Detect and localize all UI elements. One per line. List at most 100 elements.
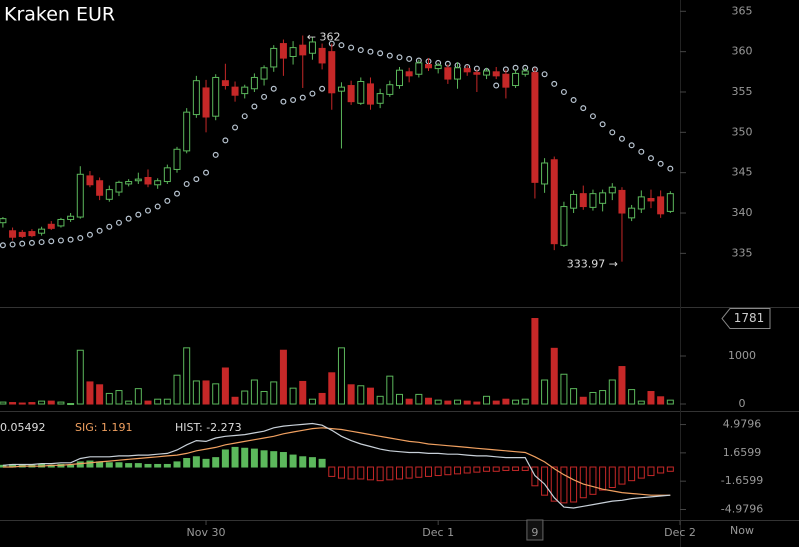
candle-body [260, 67, 268, 80]
hist-bar [115, 462, 123, 468]
volume-bar [357, 385, 365, 405]
sar-dot [367, 48, 374, 55]
candle-body [531, 72, 539, 183]
sar-dot [232, 124, 239, 131]
hist-bar [289, 454, 297, 468]
sar-dot [647, 155, 654, 162]
volume-bar [599, 390, 607, 405]
candle-body [589, 193, 597, 208]
candle-body [289, 47, 297, 57]
volume-bar [308, 398, 316, 405]
hist-bar [299, 456, 307, 468]
sar-dot [261, 93, 268, 100]
hist-bar [599, 466, 607, 491]
hist-bar [589, 466, 597, 495]
hist-bar [483, 466, 491, 472]
volume-bar [618, 366, 626, 405]
candle-body [241, 86, 249, 95]
sar-dot [396, 54, 403, 61]
hist-bar [550, 466, 558, 502]
candle-body [318, 47, 326, 64]
sar-dot [241, 113, 248, 120]
candle-body [376, 93, 384, 104]
hist-bar [337, 466, 345, 479]
y-tick-label: 4.9796 [723, 418, 762, 431]
candle-body [666, 193, 674, 212]
sar-dot [348, 44, 355, 51]
volume-bar [9, 402, 17, 405]
candle-body [28, 231, 36, 237]
hist-bar [425, 466, 433, 477]
hist-bar [366, 466, 374, 481]
y-tick-label: 345 [732, 166, 753, 179]
hist-bar [541, 466, 549, 496]
candle-body [618, 189, 626, 214]
sar-dot [667, 165, 674, 172]
volume-bar [347, 384, 355, 405]
hist-bar [76, 461, 84, 468]
hist-bar [328, 466, 336, 477]
volume-bar [454, 399, 462, 405]
candle-body [647, 197, 655, 202]
candle-body [9, 230, 17, 238]
y-tick-label: 350 [732, 125, 753, 138]
annotation: ← 362 [307, 31, 341, 44]
candle-body [541, 162, 549, 185]
volume-bar [628, 389, 636, 405]
volume-bar [395, 393, 403, 405]
sar-dot [48, 238, 55, 245]
hist-bar [163, 463, 171, 468]
sar-dot [164, 197, 171, 204]
volume-marker-box [721, 308, 771, 330]
candle-body [183, 111, 191, 152]
sar-dot [338, 42, 345, 49]
candle-body [279, 43, 287, 59]
volume-bar [589, 391, 597, 405]
sar-dot [551, 80, 558, 87]
sar-dot [86, 231, 93, 238]
volume-bar [279, 349, 287, 405]
candle-body [337, 86, 345, 92]
candle-body [38, 228, 46, 234]
candle-body [212, 76, 220, 117]
hist-bar [221, 449, 229, 468]
candle-body [250, 76, 258, 90]
sar-dot [618, 135, 625, 142]
volume-bar [492, 400, 500, 405]
volume-bar [579, 396, 587, 405]
sar-dot [38, 239, 45, 246]
x-tick-label: Dec 2 [664, 526, 696, 539]
candle-body [308, 41, 316, 54]
sar-dot [183, 180, 190, 187]
volume-bar [512, 399, 520, 405]
volume-bar [657, 396, 665, 405]
sar-dot [609, 129, 616, 136]
hist-bar [521, 466, 529, 471]
sar-dot [560, 88, 567, 95]
hist-bar [434, 466, 442, 477]
sar-dot [96, 227, 103, 234]
indicator-readout: 0.05492 [0, 421, 46, 434]
y-tick-label: -1.6599 [721, 474, 763, 487]
hist-bar [212, 457, 220, 468]
chart-title: Kraken EUR [4, 4, 115, 26]
volume-bar [376, 395, 384, 405]
volume-bar [183, 347, 191, 405]
sar-dot [67, 236, 74, 243]
hist-bar [192, 456, 200, 468]
sar-dot [406, 55, 413, 62]
sar-dot [135, 211, 142, 218]
hist-bar [647, 466, 655, 477]
volume-bar [38, 400, 46, 405]
y-tick-label: 340 [732, 206, 753, 219]
hist-bar [105, 462, 113, 468]
candle-body [57, 218, 65, 227]
volume-bar [125, 400, 133, 405]
hist-bar [637, 466, 645, 479]
candle-body [405, 71, 413, 77]
hist-bar [560, 466, 568, 504]
candle-body [173, 148, 181, 170]
sar-dot [19, 240, 26, 247]
x-tick-label: Nov 30 [187, 526, 226, 539]
hist-bar [183, 457, 191, 468]
